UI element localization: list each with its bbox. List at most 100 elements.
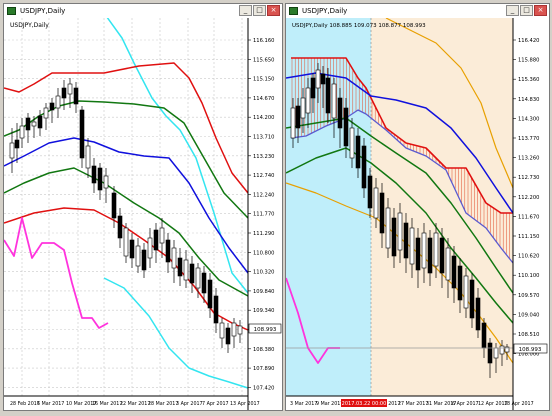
- right-candle-body: [300, 97, 306, 119]
- right-candle-body: [310, 77, 316, 99]
- left-price-marker: [248, 323, 282, 334]
- right-candle-body: [385, 207, 391, 249]
- left-price-tick: 110.320: [253, 270, 274, 276]
- left-price-ticks: 116.160 115.650 115.150 114.670 114.200 113.7…: [248, 38, 274, 391]
- left-price-tick: 113.230: [253, 154, 274, 160]
- right-candle-body: [445, 247, 451, 281]
- right-chart-label: USDJPY,Daily 108.885 109.073 108.877 108…: [292, 23, 426, 29]
- right-title-bar[interactable]: USDJPY,Daily _ □ ×: [286, 4, 549, 18]
- left-chart-canvas[interactable]: 116.160 115.650 115.150 114.670 114.200 113.7…: [4, 18, 282, 410]
- right-price-tick: 115.360: [518, 77, 539, 83]
- left-price-tick: 115.150: [253, 77, 274, 83]
- right-candle-body: [433, 232, 439, 267]
- left-candle-body: [237, 325, 243, 335]
- right-candle-body: [397, 212, 403, 251]
- left-title-bar[interactable]: USDJPY,Daily _ □ ×: [4, 4, 282, 18]
- right-price-tick: 113.770: [518, 136, 539, 142]
- left-candle-body: [123, 227, 129, 257]
- left-candle-body: [91, 165, 97, 184]
- right-candle-body: [305, 87, 311, 114]
- right-price-tick: 112.200: [518, 195, 539, 201]
- right-candle-body: [343, 107, 349, 147]
- right-ichimoku-cloud: [290, 57, 514, 264]
- right-chart-canvas[interactable]: 116.420 115.880 115.360 114.830 114.300 113.7…: [286, 18, 549, 410]
- left-price-axis: [248, 18, 282, 410]
- right-cloud-span-b: [290, 109, 514, 264]
- right-price-tick: 111.150: [518, 234, 539, 240]
- right-candle-body: [409, 227, 415, 265]
- left-upper-band-3: [106, 18, 249, 294]
- left-candle-body: [147, 237, 153, 259]
- left-chart-label: USDJPY,Daily: [10, 22, 49, 29]
- right-cloud-zone: [371, 18, 513, 396]
- minimize-button[interactable]: _: [506, 5, 519, 16]
- right-current-price: 108.993: [519, 347, 542, 353]
- left-date-tick: 16 Mar 2017: [92, 401, 122, 407]
- right-candle-body: [487, 342, 493, 364]
- left-candle-body: [79, 109, 85, 159]
- right-candle-body: [427, 237, 433, 274]
- left-price-tick: 111.290: [253, 231, 274, 237]
- left-date-tick: 7 Apr 2017: [202, 401, 229, 407]
- left-candle-body: [61, 87, 67, 99]
- left-candle-body: [231, 322, 237, 337]
- right-price-tick: 109.570: [518, 293, 539, 299]
- right-candle-body: [469, 279, 475, 319]
- left-candle-body: [117, 215, 123, 239]
- left-candle-body: [97, 167, 103, 191]
- right-candle-body: [315, 69, 321, 89]
- left-candle-body: [183, 259, 189, 281]
- left-date-tick: 28 Mar 2017: [148, 401, 178, 407]
- left-candle-body: [37, 115, 43, 129]
- left-price-tick: 115.650: [253, 57, 274, 63]
- right-candle-body: [325, 77, 331, 114]
- right-chart-window[interactable]: USDJPY,Daily _ □ × 116.420 115.880 115.360…: [285, 3, 550, 411]
- maximize-button[interactable]: □: [253, 5, 266, 16]
- left-date-tick: 3 Apr 2017: [176, 401, 203, 407]
- left-candle-body: [141, 249, 147, 271]
- right-candle-body: [463, 275, 469, 309]
- left-price-tick: 116.160: [253, 38, 274, 44]
- right-cloud-span-a: [291, 57, 513, 214]
- right-candle-body: [337, 97, 343, 129]
- right-lower-trend-line: [286, 147, 514, 324]
- right-date-tick: 6 Apr 2017: [452, 401, 479, 407]
- left-date-tick: 22 Mar 2017: [120, 401, 150, 407]
- left-chart-window[interactable]: USDJPY,Daily _ □ × 116.160 115.650 115.150…: [3, 3, 283, 411]
- left-lower-band-3: [103, 277, 249, 389]
- left-upper-band-2: [4, 62, 249, 194]
- left-candle-body: [213, 295, 219, 324]
- right-candle-body: [457, 265, 463, 301]
- left-upper-band-1: [4, 100, 249, 219]
- maximize-button[interactable]: □: [520, 5, 533, 16]
- right-price-tick: 109.040: [518, 312, 539, 318]
- left-momentum-line: [4, 217, 109, 329]
- minimize-button[interactable]: _: [239, 5, 252, 16]
- right-candle-body: [391, 217, 397, 257]
- right-date-tick: 12 Apr 2017: [478, 401, 508, 407]
- chart-app-icon: [7, 7, 16, 15]
- close-button[interactable]: ×: [534, 5, 547, 16]
- left-date-tick: 28 Feb 2017: [10, 401, 40, 407]
- left-date-tick: 13 Apr 2017: [230, 401, 260, 407]
- left-price-tick: 109.840: [253, 289, 274, 295]
- right-price-tick: 114.300: [518, 116, 539, 122]
- right-date-tick: 31 Mar 2017: [426, 401, 456, 407]
- left-price-tick: 109.340: [253, 308, 274, 314]
- right-candle-body: [481, 322, 487, 349]
- left-candle-body: [189, 263, 195, 284]
- left-candle-body: [25, 117, 31, 131]
- left-candles: [9, 78, 243, 353]
- right-date-highlight-box: [341, 399, 387, 407]
- right-price-marker: [513, 343, 548, 354]
- right-candle-body: [331, 83, 337, 119]
- right-date-tick: 18 Apr 2017: [504, 401, 534, 407]
- right-candle-body: [367, 175, 373, 209]
- right-price-tick: 111.670: [518, 214, 539, 220]
- right-moving-average: [286, 72, 514, 214]
- left-price-tick: 112.240: [253, 192, 274, 198]
- close-button[interactable]: ×: [267, 5, 280, 16]
- right-price-tick: 108.510: [518, 332, 539, 338]
- left-candle-body: [103, 175, 109, 189]
- right-price-tick: 110.620: [518, 254, 539, 260]
